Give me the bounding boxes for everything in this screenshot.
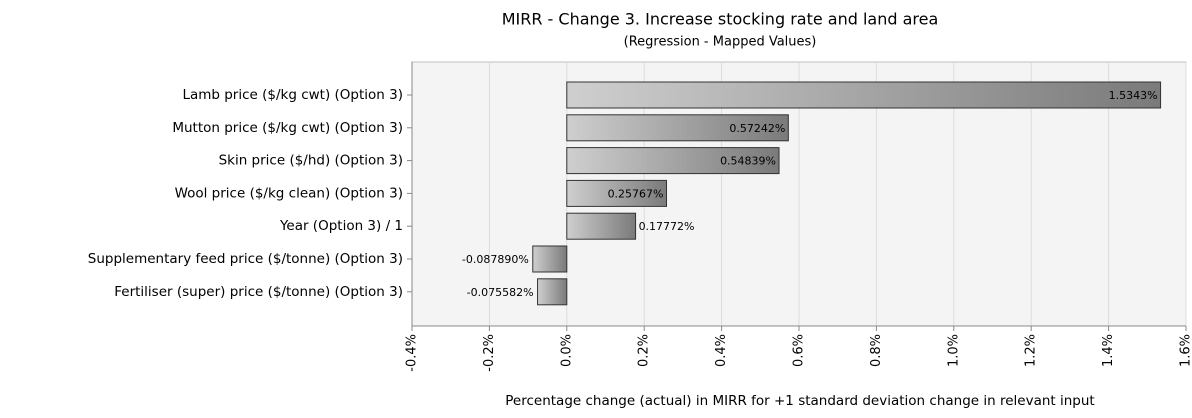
x-tick-label: 1.4% xyxy=(1101,334,1116,367)
value-label: 0.57242% xyxy=(729,122,785,135)
value-label: 1.5343% xyxy=(1109,89,1158,102)
bar xyxy=(533,246,567,272)
y-tick-label: Year (Option 3) / 1 xyxy=(279,218,403,234)
value-label: 0.17772% xyxy=(639,220,695,233)
chart-title: MIRR - Change 3. Increase stocking rate … xyxy=(502,10,939,29)
x-tick-label: 0.4% xyxy=(714,334,729,367)
y-tick-label: Supplementary feed price ($/tonne) (Opti… xyxy=(88,251,403,267)
bar xyxy=(567,213,636,239)
x-tick-label: -0.2% xyxy=(482,334,497,372)
bar xyxy=(538,279,567,305)
y-tick-label: Mutton price ($/kg cwt) (Option 3) xyxy=(172,120,403,136)
x-tick-label: -0.4% xyxy=(405,334,420,372)
value-label: 0.54839% xyxy=(720,155,776,168)
x-tick-label: 1.0% xyxy=(946,334,961,367)
y-tick-label: Fertiliser (super) price ($/tonne) (Opti… xyxy=(114,284,403,300)
y-tick-label: Wool price ($/kg clean) (Option 3) xyxy=(175,185,403,201)
value-label: -0.087890% xyxy=(462,253,529,266)
x-tick-label: 1.2% xyxy=(1024,334,1039,367)
x-tick-label: 0.2% xyxy=(637,334,652,367)
x-tick-label: 1.6% xyxy=(1179,334,1192,367)
x-axis-title: Percentage change (actual) in MIRR for +… xyxy=(505,393,1094,409)
value-label: 0.25767% xyxy=(608,187,664,200)
y-tick-label: Lamb price ($/kg cwt) (Option 3) xyxy=(182,87,403,103)
x-tick-label: 0.6% xyxy=(792,334,807,367)
y-tick-label: Skin price ($/hd) (Option 3) xyxy=(219,153,403,169)
x-tick-label: 0.0% xyxy=(559,334,574,367)
bar xyxy=(567,82,1161,108)
value-label: -0.075582% xyxy=(467,286,534,299)
x-tick-label: 0.8% xyxy=(869,334,884,367)
chart-subtitle: (Regression - Mapped Values) xyxy=(624,35,817,50)
